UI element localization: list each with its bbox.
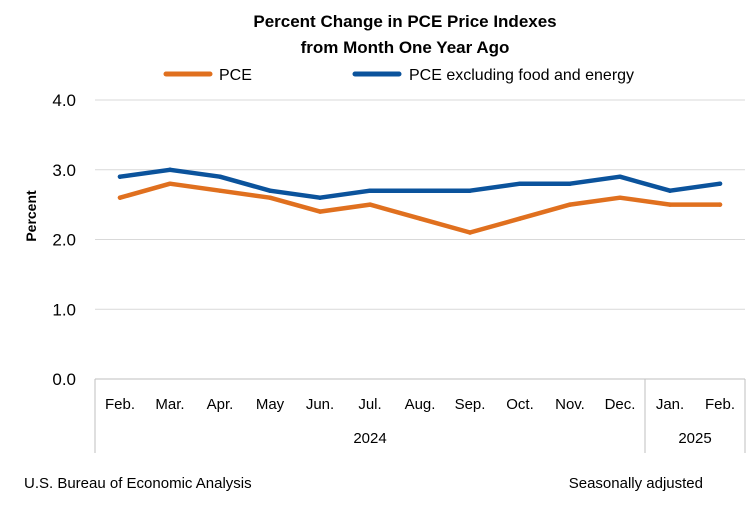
data-point [417,216,423,221]
x-tick-label: May [256,396,285,413]
data-point [267,195,273,200]
y-tick-label: 4.0 [52,91,76,110]
x-tick-label: Mar. [155,396,184,413]
data-point [617,174,623,179]
y-axis-label: Percent [23,190,39,242]
year-group-label: 2024 [353,430,386,447]
x-tick-label: Sep. [455,396,486,413]
seasonal-note: Seasonally adjusted [569,475,703,492]
data-point [467,230,473,235]
x-tick-label: Jun. [306,396,334,413]
data-point [117,174,123,179]
data-point [567,181,573,186]
y-tick-label: 3.0 [52,161,76,180]
data-point [367,188,373,193]
series-line-1 [117,167,723,200]
x-tick-label: Apr. [207,396,234,413]
data-point [267,188,273,193]
x-tick-label: Jul. [358,396,381,413]
source-note: U.S. Bureau of Economic Analysis [24,475,252,492]
gridlines [95,99,745,310]
data-point [667,202,673,207]
data-point [717,202,723,207]
y-tick-label: 2.0 [52,231,76,250]
x-tick-label: Feb. [705,396,735,413]
legend-label-pce: PCE [219,67,252,84]
legend-label-pce-core: PCE excluding food and energy [409,67,634,84]
legend: PCE PCE excluding food and energy [163,67,634,84]
y-tick-label: 1.0 [52,300,76,319]
chart-title-line-1: Percent Change in PCE Price Indexes [253,12,556,31]
data-point [317,209,323,214]
data-point [617,195,623,200]
x-tick-label: Nov. [555,396,585,413]
data-point [217,188,223,193]
x-axis: Feb. Mar. Apr. May Jun. Jul. Aug. Sep. Oct. Nov. D… [94,378,746,453]
x-tick-label: Feb. [105,396,135,413]
data-point [417,188,423,193]
data-point [567,202,573,207]
data-point [517,216,523,221]
data-point [667,188,673,193]
data-point [717,181,723,186]
series-lines [117,167,723,235]
data-point [167,167,173,172]
y-tick-label: 0.0 [52,370,76,389]
data-point [467,188,473,193]
year-group-label: 2025 [678,430,711,447]
data-point [517,181,523,186]
y-tick-labels: 0.0 1.0 2.0 3.0 4.0 [52,91,76,389]
data-point [367,202,373,207]
chart-title-line-2: from Month One Year Ago [301,38,510,57]
x-tick-label: Oct. [506,396,534,413]
x-tick-label: Dec. [605,396,636,413]
x-tick-label: Aug. [405,396,436,413]
data-point [167,181,173,186]
data-point [217,174,223,179]
data-point [317,195,323,200]
x-tick-label: Jan. [656,396,684,413]
data-point [117,195,123,200]
